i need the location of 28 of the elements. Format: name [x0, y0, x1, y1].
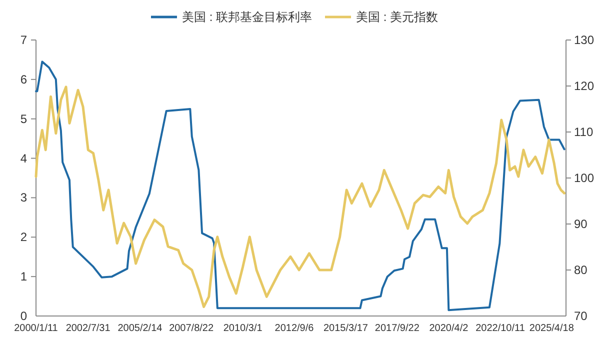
y2-tick-label: 110: [574, 125, 594, 139]
x-tick-label: 2002/7/31: [66, 323, 111, 334]
y2-tick-label: 120: [574, 79, 594, 93]
y-tick-label: 3: [20, 190, 28, 205]
x-tick-label: 2025/4/18: [529, 323, 574, 334]
y-tick-label: 2: [20, 230, 28, 244]
x-tick-label: 2022/10/11: [476, 323, 526, 334]
x-tick-label: 2012/9/6: [274, 323, 314, 334]
y-tick-label: 0: [20, 309, 28, 323]
y2-tick-label: 80: [574, 263, 588, 277]
y2-tick-label: 130: [574, 33, 594, 47]
y-tick-label: 7: [20, 33, 28, 47]
y-tick-label: 6: [20, 72, 28, 86]
y2-tick-label: 100: [574, 171, 594, 185]
y-tick-label: 1: [20, 270, 28, 284]
y2-tick-label: 70: [574, 309, 588, 323]
x-tick-label: 2000/1/11: [14, 323, 58, 334]
y-tick-label: 5: [20, 112, 28, 126]
legend-label: 美国 : 联邦基金目标利率: [182, 10, 312, 24]
legend-label: 美国 : 美元指数: [356, 10, 438, 24]
x-tick-label: 2010/3/1: [223, 323, 263, 334]
x-tick-label: 2005/2/14: [118, 323, 163, 334]
y2-tick-label: 90: [574, 217, 588, 231]
x-tick-label: 2015/3/17: [324, 323, 368, 334]
x-tick-label: 2017/9/22: [374, 323, 420, 334]
x-tick-label: 2020/4/2: [429, 323, 469, 334]
x-tick-label: 2007/8/22: [169, 323, 214, 334]
y-tick-label: 4: [20, 151, 28, 166]
